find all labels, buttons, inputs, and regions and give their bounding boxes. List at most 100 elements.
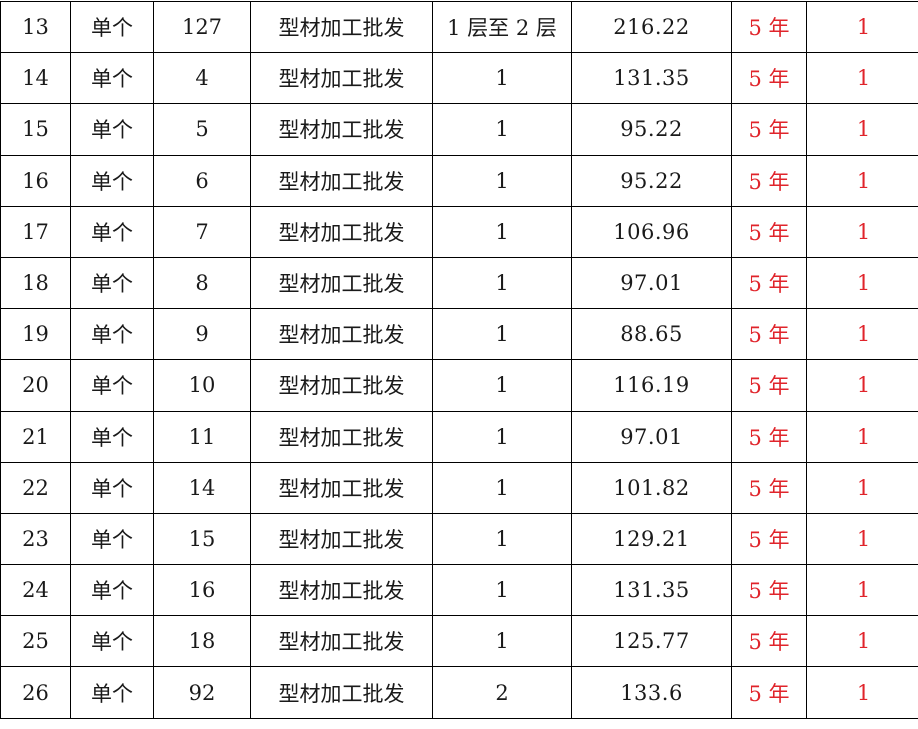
- unit-type-cell: 单个: [70, 0, 154, 54]
- quantity-cell: 1: [806, 359, 918, 412]
- area-cell: 97.01: [571, 410, 732, 463]
- lease-term-cell: 5 年: [731, 410, 807, 463]
- unit-id-cell: 92: [153, 666, 251, 719]
- row-number-cell: 23: [0, 512, 71, 566]
- quantity-cell: 1: [806, 461, 918, 514]
- floor-cell: 1: [432, 308, 572, 361]
- quantity-cell: 1: [806, 410, 918, 463]
- row-number-cell: 21: [0, 410, 71, 463]
- lease-term-cell: 5 年: [731, 256, 807, 310]
- quantity-cell: 1: [806, 0, 918, 54]
- business-type-cell: 型材加工批发: [250, 615, 433, 668]
- unit-id-cell: 9: [153, 308, 251, 361]
- business-type-cell: 型材加工批发: [250, 0, 433, 54]
- row-number-cell: 19: [0, 308, 71, 361]
- floor-cell: 1: [432, 256, 572, 310]
- quantity-cell: 1: [806, 103, 918, 156]
- lease-term-cell: 5 年: [731, 154, 807, 207]
- area-cell: 216.22: [571, 0, 732, 54]
- floor-cell: 1 层至 2 层: [432, 0, 572, 54]
- floor-cell: 1: [432, 205, 572, 258]
- unit-type-cell: 单个: [70, 564, 154, 617]
- unit-id-cell: 11: [153, 410, 251, 463]
- lease-term-cell: 5 年: [731, 205, 807, 258]
- quantity-cell: 1: [806, 52, 918, 105]
- area-cell: 125.77: [571, 615, 732, 668]
- area-cell: 101.82: [571, 461, 732, 514]
- business-type-cell: 型材加工批发: [250, 205, 433, 258]
- floor-cell: 2: [432, 666, 572, 719]
- unit-type-cell: 单个: [70, 256, 154, 310]
- row-number-cell: 18: [0, 256, 71, 310]
- area-cell: 97.01: [571, 256, 732, 310]
- lease-term-cell: 5 年: [731, 359, 807, 412]
- unit-id-cell: 18: [153, 615, 251, 668]
- unit-id-cell: 14: [153, 461, 251, 514]
- area-cell: 131.35: [571, 564, 732, 617]
- unit-type-cell: 单个: [70, 52, 154, 105]
- quantity-cell: 1: [806, 512, 918, 566]
- quantity-cell: 1: [806, 205, 918, 258]
- unit-id-cell: 127: [153, 0, 251, 54]
- unit-type-cell: 单个: [70, 154, 154, 207]
- business-type-cell: 型材加工批发: [250, 359, 433, 412]
- area-cell: 116.19: [571, 359, 732, 412]
- floor-cell: 1: [432, 564, 572, 617]
- floor-cell: 1: [432, 410, 572, 463]
- area-cell: 131.35: [571, 52, 732, 105]
- row-number-cell: 13: [0, 0, 71, 54]
- unit-id-cell: 4: [153, 52, 251, 105]
- business-type-cell: 型材加工批发: [250, 666, 433, 719]
- unit-type-cell: 单个: [70, 205, 154, 258]
- row-number-cell: 25: [0, 615, 71, 668]
- area-cell: 133.6: [571, 666, 732, 719]
- row-number-cell: 26: [0, 666, 71, 719]
- row-number-cell: 20: [0, 359, 71, 412]
- lease-term-cell: 5 年: [731, 0, 807, 54]
- quantity-cell: 1: [806, 256, 918, 310]
- row-number-cell: 24: [0, 564, 71, 617]
- business-type-cell: 型材加工批发: [250, 461, 433, 514]
- row-number-cell: 15: [0, 103, 71, 156]
- lease-term-cell: 5 年: [731, 461, 807, 514]
- area-cell: 129.21: [571, 512, 732, 566]
- area-cell: 95.22: [571, 103, 732, 156]
- row-number-cell: 22: [0, 461, 71, 514]
- quantity-cell: 1: [806, 154, 918, 207]
- unit-type-cell: 单个: [70, 512, 154, 566]
- row-number-cell: 16: [0, 154, 71, 207]
- business-type-cell: 型材加工批发: [250, 308, 433, 361]
- floor-cell: 1: [432, 359, 572, 412]
- area-cell: 88.65: [571, 308, 732, 361]
- lease-term-cell: 5 年: [731, 564, 807, 617]
- business-type-cell: 型材加工批发: [250, 512, 433, 566]
- unit-type-cell: 单个: [70, 615, 154, 668]
- area-cell: 106.96: [571, 205, 732, 258]
- business-type-cell: 型材加工批发: [250, 154, 433, 207]
- row-number-cell: 14: [0, 52, 71, 105]
- lease-term-cell: 5 年: [731, 666, 807, 719]
- business-type-cell: 型材加工批发: [250, 103, 433, 156]
- lease-term-cell: 5 年: [731, 308, 807, 361]
- lease-term-cell: 5 年: [731, 103, 807, 156]
- floor-cell: 1: [432, 512, 572, 566]
- business-type-cell: 型材加工批发: [250, 564, 433, 617]
- unit-type-cell: 单个: [70, 308, 154, 361]
- floor-cell: 1: [432, 52, 572, 105]
- row-number-cell: 17: [0, 205, 71, 258]
- unit-id-cell: 6: [153, 154, 251, 207]
- unit-id-cell: 8: [153, 256, 251, 310]
- floor-cell: 1: [432, 461, 572, 514]
- unit-id-cell: 7: [153, 205, 251, 258]
